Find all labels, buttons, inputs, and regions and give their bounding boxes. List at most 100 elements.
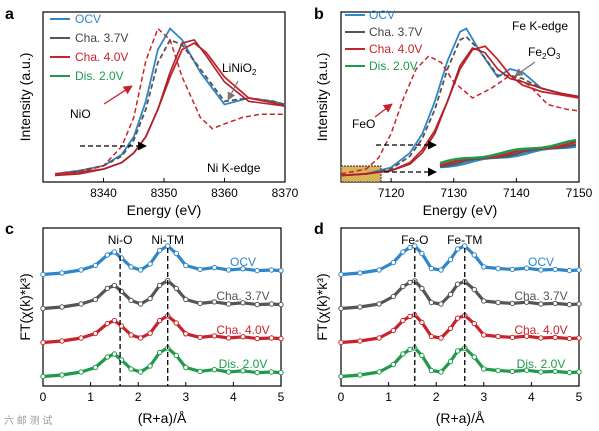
ft-point-cha-3-7v-c-18 bbox=[254, 301, 260, 308]
series-label-ocv-c: OCV bbox=[230, 255, 256, 269]
series-label-cha-4-0v-d: Cha. 4.0V bbox=[514, 323, 567, 337]
ft-line-cha-3-7v-d bbox=[340, 279, 580, 311]
plot-lines-a bbox=[54, 27, 286, 177]
ft-point-ocv-c-2 bbox=[78, 267, 84, 273]
x-tick-label-b-0: 7120 bbox=[378, 186, 405, 200]
ft-point-ocv-d-11 bbox=[454, 246, 461, 252]
ft-point-ocv-c-0 bbox=[40, 271, 46, 278]
ft-point-ocv-d-2 bbox=[376, 267, 382, 273]
legend-a: OCV Cha. 3.7V Cha. 4.0V Dis. 2.0V bbox=[50, 12, 128, 83]
series-labels-d: OCV Cha. 3.7V Cha. 4.0V Dis. 2.0V bbox=[514, 255, 567, 371]
ft-point-ocv-c-15 bbox=[211, 264, 218, 271]
ft-point-cha-3-7v-c-5 bbox=[111, 282, 118, 289]
ft-point-cha-4-0v-c-15 bbox=[211, 333, 218, 339]
ft-point-ocv-d-5 bbox=[407, 244, 413, 251]
legend-label-dis20-a: Dis. 2.0V bbox=[75, 69, 124, 83]
panel-label-a: a bbox=[5, 6, 14, 23]
arrow-feo bbox=[374, 103, 393, 118]
ft-point-cha-3-7v-c-20 bbox=[278, 301, 284, 308]
ft-point-cha-3-7v-c-17 bbox=[240, 300, 246, 306]
panel-label-c: c bbox=[5, 221, 14, 238]
ft-point-dis-2-0v-c-16 bbox=[225, 369, 232, 375]
ft-point-ocv-d-17 bbox=[523, 265, 530, 271]
ft-point-dis-2-0v-c-8 bbox=[137, 369, 144, 375]
ft-point-cha-4-0v-c-14 bbox=[197, 334, 203, 341]
ft-point-cha-3-7v-d-5 bbox=[407, 279, 413, 286]
series-label-ocv-d: OCV bbox=[528, 255, 554, 269]
x-axis-label-d: (R+a)/Å bbox=[436, 410, 485, 426]
ft-point-cha-3-7v-c-7 bbox=[128, 297, 134, 304]
ft-point-ocv-c-4 bbox=[104, 252, 111, 258]
arrow-nio bbox=[103, 85, 133, 105]
ft-point-cha-3-7v-c-16 bbox=[225, 301, 232, 307]
ft-point-cha-4-0v-d-0 bbox=[338, 339, 344, 346]
ft-point-cha-3-7v-d-0 bbox=[338, 305, 344, 312]
x-tick-label-a-2: 8360 bbox=[211, 186, 238, 200]
ft-point-ocv-c-5 bbox=[111, 249, 118, 255]
ft-point-cha-3-7v-c-14 bbox=[197, 300, 203, 307]
ft-line-ocv-d bbox=[340, 244, 580, 277]
plot-lines-b bbox=[340, 27, 580, 177]
ft-point-cha-3-7v-d-15 bbox=[495, 299, 501, 306]
x-tick-label-d-3: 3 bbox=[480, 390, 487, 404]
ft-point-cha-3-7v-c-1 bbox=[59, 304, 65, 310]
pre-edge-zoom-line-3 bbox=[439, 138, 577, 165]
ft-point-cha-4-0v-c-2 bbox=[78, 335, 84, 341]
ft-point-dis-2-0v-d-14 bbox=[481, 366, 487, 372]
legend-b: OCV Cha. 3.7V Cha. 4.0V Dis. 2.0V bbox=[345, 8, 422, 73]
x-tick-label-b-1: 7130 bbox=[440, 186, 467, 200]
ft-point-ocv-c-8 bbox=[137, 267, 144, 273]
ft-point-dis-2-0v-d-20 bbox=[566, 369, 573, 376]
ft-point-ocv-d-1 bbox=[357, 270, 363, 276]
ft-point-cha-3-7v-d-7 bbox=[419, 285, 425, 292]
ft-point-cha-4-0v-d-16 bbox=[509, 334, 516, 341]
ft-point-ocv-d-21 bbox=[576, 267, 582, 273]
ft-point-cha-3-7v-d-4 bbox=[400, 283, 406, 290]
ft-point-ocv-d-20 bbox=[566, 267, 573, 274]
x-ticks-d: 0 1 2 3 4 5 bbox=[338, 382, 583, 404]
arrow-linio2 bbox=[227, 80, 239, 101]
ft-point-ocv-d-13 bbox=[471, 252, 477, 258]
ft-point-dis-2-0v-c-3 bbox=[92, 364, 99, 371]
legend-label-cha40-b: Cha. 4.0V bbox=[369, 42, 422, 56]
panel-d: d Fe-O Fe-TM 0 1 2 3 4 5 OCV Cha. 3.7V Cha. 4.0V… bbox=[314, 221, 583, 426]
ft-point-cha-3-7v-c-9 bbox=[147, 295, 153, 302]
ft-point-dis-2-0v-d-7 bbox=[419, 352, 425, 359]
x-axis-label-c: (R+a)/Å bbox=[138, 410, 187, 426]
ft-line-dis-2-0v-d bbox=[340, 346, 580, 379]
ft-point-cha-3-7v-d-20 bbox=[566, 301, 573, 308]
ft-point-cha-3-7v-c-13 bbox=[183, 296, 189, 303]
ft-point-ocv-d-0 bbox=[338, 271, 344, 278]
ft-point-cha-3-7v-d-13 bbox=[471, 286, 477, 293]
y-axis-label-c: FT(χ(k)*k³) bbox=[17, 273, 33, 340]
ft-point-dis-2-0v-c-20 bbox=[278, 369, 284, 376]
ft-point-cha-4-0v-d-18 bbox=[538, 335, 544, 341]
ft-point-dis-2-0v-d-4 bbox=[400, 351, 406, 357]
ft-point-ocv-d-10 bbox=[447, 256, 454, 263]
x-tick-label-c-5: 5 bbox=[278, 390, 285, 404]
ft-point-cha-4-0v-c-7 bbox=[128, 332, 134, 338]
ft-point-cha-4-0v-c-20 bbox=[278, 335, 284, 342]
annotation-linio2: LiNiO2 bbox=[222, 61, 257, 77]
series-label-cha-3-7v-d: Cha. 3.7V bbox=[514, 289, 567, 303]
x-tick-label-b-2: 7140 bbox=[503, 186, 530, 200]
ft-point-ocv-d-7 bbox=[419, 250, 425, 257]
x-tick-label-c-4: 4 bbox=[230, 390, 237, 404]
x-tick-label-a-0: 8340 bbox=[90, 186, 117, 200]
legend-label-dis20-b: Dis. 2.0V bbox=[369, 59, 418, 73]
ft-point-dis-2-0v-d-18 bbox=[538, 369, 544, 375]
ft-point-ocv-c-14 bbox=[197, 266, 203, 273]
ft-point-ocv-c-3 bbox=[92, 262, 99, 269]
line-nio-a bbox=[55, 27, 285, 177]
annotation-fe2o3: Fe2O3 bbox=[528, 45, 561, 61]
ft-point-cha-4-0v-d-10 bbox=[447, 325, 454, 332]
ft-point-dis-2-0v-c-2 bbox=[78, 369, 84, 375]
peak-label-c-0: Ni-O bbox=[108, 233, 133, 247]
ft-point-cha-3-7v-c-12 bbox=[173, 285, 180, 292]
ft-point-cha-4-0v-c-5 bbox=[111, 317, 118, 324]
plot-frame-b bbox=[340, 11, 580, 183]
ft-point-cha-4-0v-d-13 bbox=[471, 320, 477, 327]
ft-point-dis-2-0v-c-0 bbox=[40, 373, 46, 380]
x-tick-label-d-4: 4 bbox=[528, 390, 535, 404]
x-tick-label-c-2: 2 bbox=[135, 390, 142, 404]
